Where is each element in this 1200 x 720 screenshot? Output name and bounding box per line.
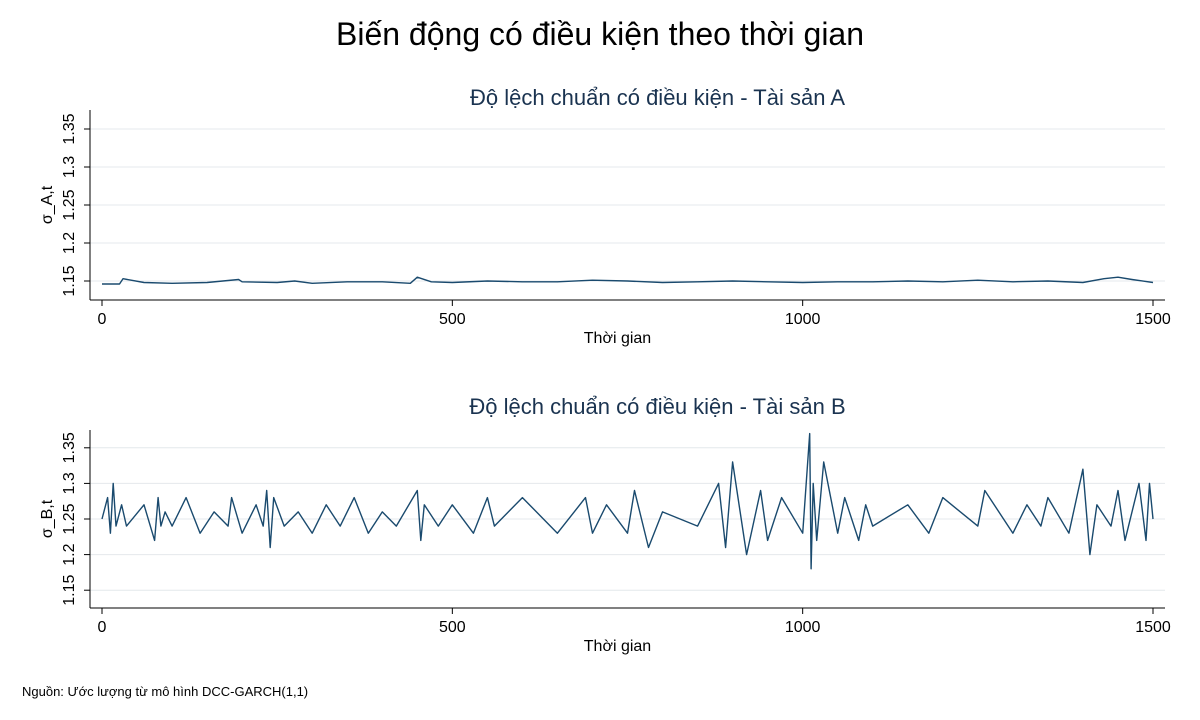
x-tick-label: 0 (98, 311, 107, 328)
series-line-1 (101, 432, 1154, 570)
x-axis-label: Thời gian (584, 638, 651, 655)
y-tick-label: 1.15 (61, 265, 78, 296)
x-tick-label: 1500 (1135, 619, 1171, 636)
x-tick-label: 1000 (785, 619, 821, 636)
x-tick-label: 500 (439, 619, 466, 636)
figure-title: Biến động có điều kiện theo thời gian (335, 16, 865, 52)
source-note: Nguồn: Ước lượng từ mô hình DCC-GARCH(1,… (22, 684, 309, 699)
x-tick-label: 500 (439, 311, 466, 328)
series-line-1 (102, 276, 1154, 285)
x-tick-label: 0 (98, 619, 107, 636)
panel-title: Độ lệch chuẩn có điều kiện - Tài sản A (470, 85, 845, 110)
chart-panel-1: Độ lệch chuẩn có điều kiện - Tài sản A 1.… (39, 85, 1171, 347)
x-tick-label: 1500 (1135, 311, 1171, 328)
y-tick-label: 1.2 (61, 232, 78, 254)
y-tick-label: 1.35 (61, 113, 78, 144)
panel-title: Độ lệch chuẩn có điều kiện - Tài sản B (469, 394, 845, 419)
chart-panel-2: Độ lệch chuẩn có điều kiện - Tài sản B 1.… (39, 394, 1171, 655)
y-tick-label: 1.2 (61, 543, 78, 565)
x-axis-label: Thời gian (584, 330, 651, 347)
y-tick-label: 1.25 (61, 189, 78, 220)
y-axis-label: σ_A,t (39, 185, 56, 224)
x-tick-label: 1000 (785, 311, 821, 328)
y-tick-label: 1.3 (61, 156, 78, 178)
y-tick-label: 1.3 (61, 472, 78, 494)
y-tick-label: 1.35 (61, 432, 78, 463)
y-tick-label: 1.25 (61, 503, 78, 534)
y-axis-label: σ_B,t (39, 499, 56, 538)
y-tick-label: 1.15 (61, 575, 78, 606)
